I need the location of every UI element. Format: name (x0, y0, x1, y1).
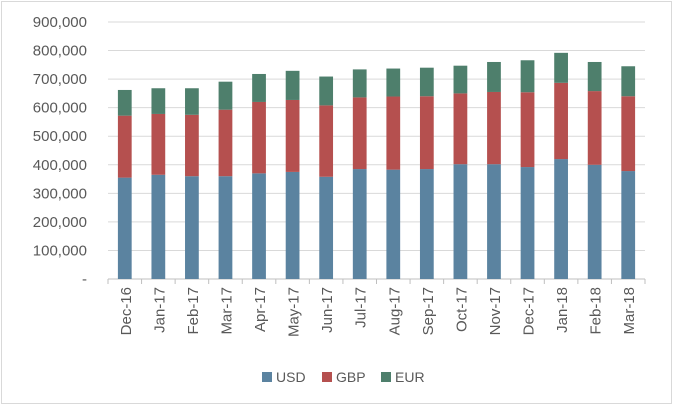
bar-eur-jun-17 (319, 76, 334, 106)
bar-eur-feb-17 (185, 88, 199, 115)
bar-eur-dec-16 (117, 89, 132, 116)
y-tick-label: 600,000 (33, 100, 87, 117)
legend-label-gbp: GBP (336, 369, 366, 385)
bar-eur-nov-17 (487, 61, 501, 92)
bar-gbp-feb-18 (587, 91, 602, 165)
y-tick-label: 100,000 (33, 242, 87, 259)
y-tick-label: 900,000 (33, 14, 87, 31)
x-tick-label: Sep-17 (420, 287, 437, 335)
bar-usd-mar-18 (621, 171, 636, 279)
x-tick-label: Dec-17 (521, 287, 538, 335)
bar-eur-sep-17 (419, 67, 434, 97)
x-tick-label: Jan-18 (554, 287, 571, 333)
x-tick-label: Jan-17 (151, 287, 168, 333)
x-tick-label: Apr-17 (252, 287, 269, 332)
legend-swatch-gbp (322, 372, 332, 382)
bar-gbp-mar-18 (621, 96, 636, 172)
bar-eur-aug-17 (386, 68, 401, 97)
y-tick-label: 300,000 (33, 185, 87, 202)
x-tick-label: Feb-18 (588, 287, 605, 335)
bar-gbp-sep-17 (419, 96, 434, 170)
bar-gbp-jul-17 (352, 97, 367, 170)
bar-usd-mar-17 (218, 176, 233, 279)
bar-eur-may-17 (285, 70, 300, 100)
bar-gbp-apr-17 (252, 101, 266, 174)
bar-usd-jun-17 (319, 176, 334, 279)
bar-usd-dec-16 (117, 177, 132, 279)
bar-gbp-oct-17 (453, 93, 468, 165)
bar-usd-may-17 (285, 171, 300, 279)
bar-gbp-feb-17 (185, 114, 199, 177)
bar-gbp-aug-17 (386, 96, 401, 170)
x-tick-label: Jul-17 (353, 287, 370, 328)
bar-gbp-dec-17 (520, 92, 535, 168)
bar-gbp-jan-18 (554, 82, 568, 160)
bar-eur-jan-18 (554, 52, 568, 83)
bar-usd-apr-17 (252, 173, 266, 279)
x-tick-label: Mar-17 (218, 287, 235, 335)
bar-usd-feb-18 (587, 164, 602, 279)
y-tick-label: 700,000 (33, 71, 87, 88)
x-axis-ticks: Dec-16 Jan-17 Feb-17 Mar-17 Apr-17 May-17 Jun-… (107, 279, 646, 337)
bar-eur-jul-17 (352, 69, 367, 98)
x-tick-label: Jun-17 (319, 287, 336, 333)
bar-eur-dec-17 (520, 60, 535, 93)
bar-gbp-dec-16 (117, 115, 132, 178)
bar-gbp-jan-17 (151, 113, 166, 175)
bar-usd-feb-17 (185, 176, 199, 279)
legend-label-usd: USD (276, 369, 306, 385)
bar-eur-oct-17 (453, 65, 468, 94)
bar-usd-sep-17 (419, 169, 434, 279)
bar-usd-jan-17 (151, 174, 166, 279)
x-tick-label: Feb-17 (185, 287, 202, 335)
y-tick-label: 200,000 (33, 214, 87, 231)
bar-eur-feb-18 (587, 61, 602, 92)
y-tick-label: 800,000 (33, 43, 87, 60)
legend-label-eur: EUR (395, 369, 425, 385)
legend-swatch-eur (381, 372, 391, 382)
bar-usd-dec-17 (520, 167, 535, 279)
x-tick-label: Nov-17 (487, 287, 504, 335)
y-axis-ticks: - 100,000 200,000 300,000 400,000 500,000 600,… (33, 14, 87, 288)
x-tick-label: Mar-18 (621, 287, 638, 335)
x-tick-label: May-17 (286, 287, 303, 337)
x-tick-label: Dec-16 (118, 287, 135, 335)
bar-gbp-may-17 (285, 99, 300, 172)
bar-usd-jul-17 (352, 169, 367, 279)
bar-eur-mar-17 (218, 81, 233, 110)
bar-eur-jan-17 (151, 88, 166, 114)
bar-gbp-jun-17 (319, 105, 334, 177)
bar-eur-apr-17 (252, 73, 266, 102)
bar-gbp-nov-17 (487, 91, 501, 165)
bar-usd-nov-17 (487, 164, 501, 279)
x-tick-label: Aug-17 (386, 287, 403, 335)
legend-swatch-usd (262, 372, 272, 382)
legend: USD GBP EUR (262, 369, 425, 385)
y-tick-label: - (82, 271, 87, 288)
bars (117, 52, 636, 279)
bar-usd-oct-17 (453, 164, 468, 279)
bar-usd-jan-18 (554, 159, 568, 279)
bar-eur-mar-18 (621, 66, 636, 97)
x-tick-label: Oct-17 (453, 287, 470, 332)
y-tick-label: 400,000 (33, 157, 87, 174)
bar-usd-aug-17 (386, 169, 401, 279)
y-tick-label: 500,000 (33, 128, 87, 145)
bar-gbp-mar-17 (218, 109, 233, 177)
